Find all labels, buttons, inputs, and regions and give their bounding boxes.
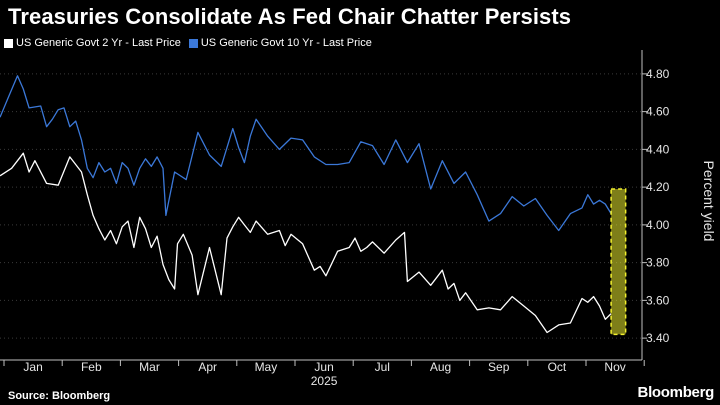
x-tick-label-oct: Oct: [548, 360, 567, 374]
series-line-10yr: [0, 75, 612, 232]
y-tick-label-3: 4.00: [646, 218, 670, 232]
x-tick-label-aug: Aug: [430, 360, 451, 374]
source-note: Source: Bloomberg: [8, 390, 111, 402]
chart-title: Treasuries Consolidate As Fed Chair Chat…: [8, 4, 572, 29]
y-tick-label-6: 4.60: [646, 105, 670, 119]
highlight-box: [610, 188, 627, 336]
series-line-2yr: [0, 152, 612, 334]
x-tick-label-jun: Jun: [314, 360, 333, 374]
x-tick-label-feb: Feb: [81, 360, 102, 374]
legend-swatch-10yr: [188, 38, 198, 48]
x-tick-label-nov: Nov: [604, 360, 625, 374]
x-tick-label-mar: Mar: [139, 360, 160, 374]
x-axis-year-label: 2025: [311, 374, 338, 388]
x-tick-label-may: May: [255, 360, 278, 374]
legend-item-2yr: US Generic Govt 2 Yr - Last Price: [4, 37, 181, 49]
y-tick-label-5: 4.40: [646, 142, 670, 156]
legend-item-10yr: US Generic Govt 10 Yr - Last Price: [188, 37, 372, 49]
legend-label-10yr: US Generic Govt 10 Yr - Last Price: [200, 37, 372, 49]
x-tick-label-jul: Jul: [375, 360, 390, 374]
y-axis-title: Percent yield: [701, 161, 717, 242]
x-tick-label-jan: Jan: [23, 360, 42, 374]
legend: US Generic Govt 2 Yr - Last Price US Gen…: [4, 37, 372, 49]
x-tick-label-apr: Apr: [198, 360, 217, 374]
y-tick-label-2: 3.80: [646, 256, 670, 270]
bloomberg-logo: Bloomberg: [637, 384, 715, 401]
legend-swatch-2yr: [4, 38, 13, 48]
y-tick-label-7: 4.80: [646, 67, 670, 81]
legend-label-2yr: US Generic Govt 2 Yr - Last Price: [16, 37, 181, 49]
x-tick-label-sep: Sep: [488, 360, 510, 374]
y-tick-label-4: 4.20: [646, 180, 670, 194]
y-tick-label-1: 3.60: [646, 293, 670, 307]
y-tick-label-0: 3.40: [646, 331, 670, 345]
